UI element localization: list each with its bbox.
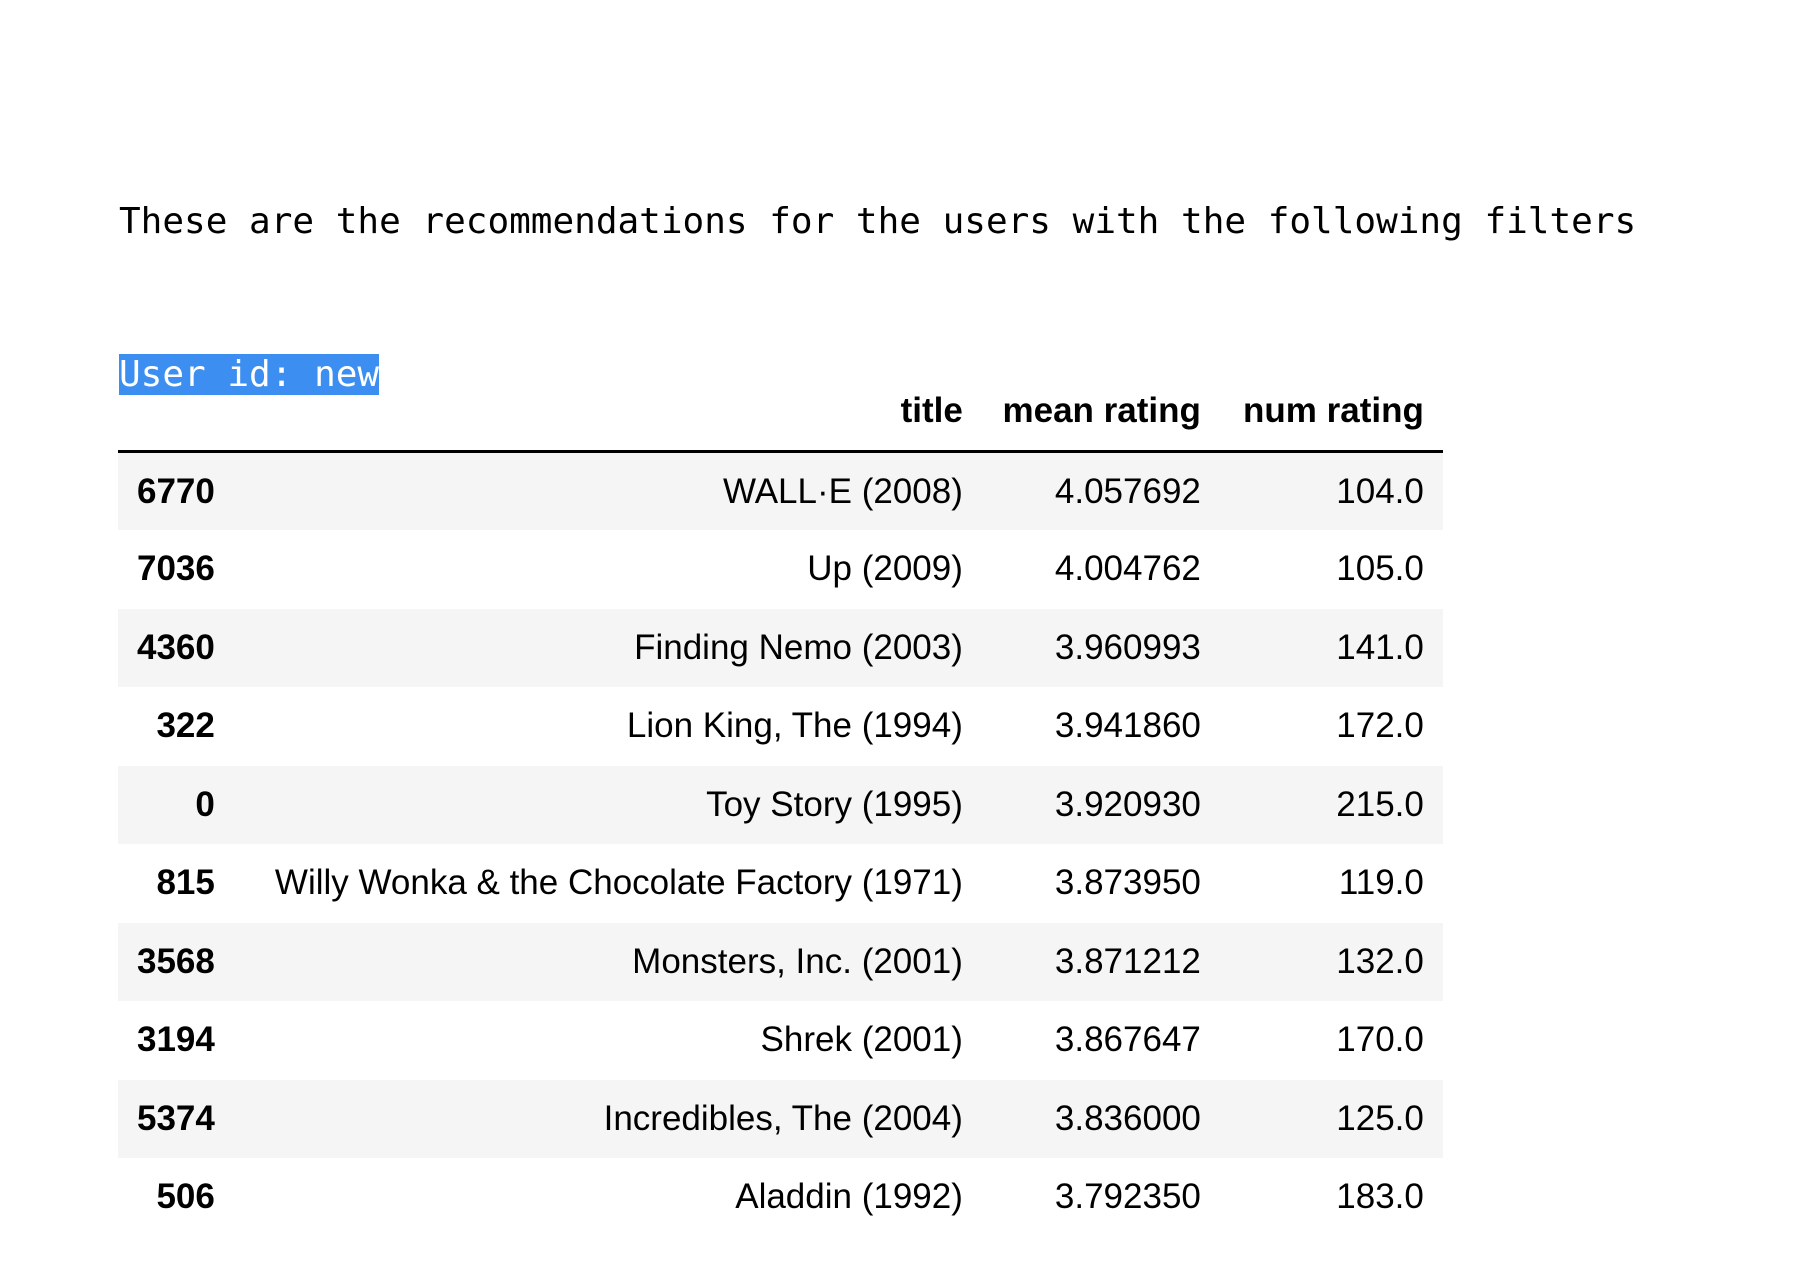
recommendations-table: title mean rating num rating 6770 WALL·E…	[118, 372, 1443, 1237]
table-row: 322 Lion King, The (1994) 3.941860 172.0	[118, 687, 1443, 766]
output-line-intro: These are the recommendations for the us…	[119, 201, 1637, 242]
cell-mean-rating: 3.836000	[1054, 1098, 1201, 1138]
cell-title: Finding Nemo (2003)	[634, 627, 963, 667]
cell-num-rating: 183.0	[1336, 1177, 1424, 1217]
cell-title: Incredibles, The (2004)	[603, 1098, 963, 1138]
row-index: 0	[195, 784, 215, 824]
table-row: 3194 Shrek (2001) 3.867647 170.0	[118, 1001, 1443, 1080]
cell-title: Aladdin (1992)	[735, 1177, 963, 1217]
table-header: title mean rating num rating	[118, 372, 1443, 453]
cell-num-rating: 132.0	[1336, 941, 1424, 981]
table-body: 6770 WALL·E (2008) 4.057692 104.0 7036 U…	[118, 451, 1443, 1237]
row-index: 7036	[137, 549, 215, 589]
cell-title: Toy Story (1995)	[706, 784, 963, 824]
cell-title: Willy Wonka & the Chocolate Factory (197…	[274, 863, 963, 903]
table-row: 0 Toy Story (1995) 3.920930 215.0	[118, 765, 1443, 844]
cell-mean-rating: 4.004762	[1054, 549, 1201, 589]
table-row: 6770 WALL·E (2008) 4.057692 104.0	[118, 451, 1443, 530]
cell-mean-rating: 3.867647	[1054, 1020, 1201, 1060]
header-mean-rating: mean rating	[981, 372, 1220, 453]
cell-num-rating: 215.0	[1336, 784, 1424, 824]
table-row: 3568 Monsters, Inc. (2001) 3.871212 132.…	[118, 922, 1443, 1001]
header-num-rating: num rating	[1219, 372, 1443, 453]
cell-title: Shrek (2001)	[760, 1020, 963, 1060]
cell-num-rating: 105.0	[1336, 549, 1424, 589]
cell-mean-rating: 3.941860	[1054, 706, 1201, 746]
cell-num-rating: 119.0	[1338, 863, 1424, 903]
cell-num-rating: 170.0	[1336, 1020, 1424, 1060]
cell-mean-rating: 4.057692	[1054, 471, 1201, 511]
cell-title: Lion King, The (1994)	[626, 706, 963, 746]
cell-mean-rating: 3.871212	[1054, 941, 1201, 981]
output-line-min-ratings: Minimum number of ratings: 100	[119, 507, 770, 548]
row-index: 4360	[137, 627, 215, 667]
table-row: 4360 Finding Nemo (2003) 3.960993 141.0	[118, 608, 1443, 687]
row-index: 3568	[137, 941, 215, 981]
cell-num-rating: 141.0	[1336, 627, 1424, 667]
cell-title: Up (2009)	[807, 549, 963, 589]
table-row: 506 Aladdin (1992) 3.792350 183.0	[118, 1158, 1443, 1237]
row-index: 815	[156, 863, 215, 903]
cell-mean-rating: 3.920930	[1054, 784, 1201, 824]
row-index: 322	[156, 706, 215, 746]
row-index: 506	[156, 1177, 215, 1217]
table-row: 7036 Up (2009) 4.004762 105.0	[118, 530, 1443, 609]
header-title: title	[233, 372, 982, 453]
cell-title: Monsters, Inc. (2001)	[632, 941, 963, 981]
cell-mean-rating: 3.873950	[1054, 863, 1201, 903]
row-index: 6770	[137, 471, 215, 511]
cell-num-rating: 104.0	[1336, 471, 1424, 511]
cell-mean-rating: 3.792350	[1054, 1177, 1201, 1217]
cell-mean-rating: 3.960993	[1054, 627, 1201, 667]
row-index: 5374	[137, 1098, 215, 1138]
cell-num-rating: 172.0	[1336, 706, 1424, 746]
row-index: 3194	[137, 1020, 215, 1060]
header-index	[118, 372, 234, 453]
cell-title: WALL·E (2008)	[722, 471, 963, 511]
cell-num-rating: 125.0	[1336, 1098, 1424, 1138]
table-row: 5374 Incredibles, The (2004) 3.836000 12…	[118, 1079, 1443, 1158]
output-line-genre: User's choice of genre: Children	[119, 660, 813, 701]
table-row: 815 Willy Wonka & the Chocolate Factory …	[118, 844, 1443, 923]
